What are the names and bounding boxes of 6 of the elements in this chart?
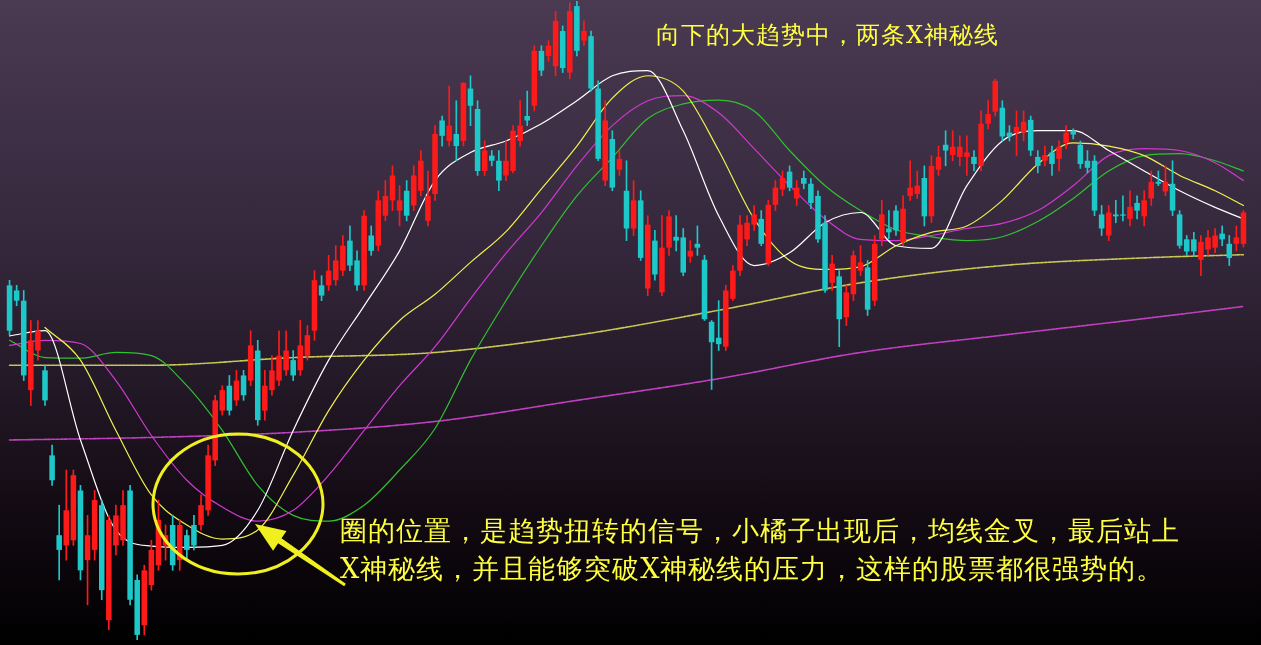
candlestick (687, 240, 694, 263)
candlestick (453, 100, 460, 162)
annotation: 向下的大趋势中，两条X神秘线 (656, 20, 1000, 51)
annotation: 圈的位置，是趋势扭转的信号，小橘子出现后，均线金叉，最后站上X神秘线，并且能够突破X神秘线的压力，这样的股票都很强势的。 (340, 514, 1181, 586)
candlestick (524, 90, 530, 126)
candlestick (56, 504, 62, 581)
